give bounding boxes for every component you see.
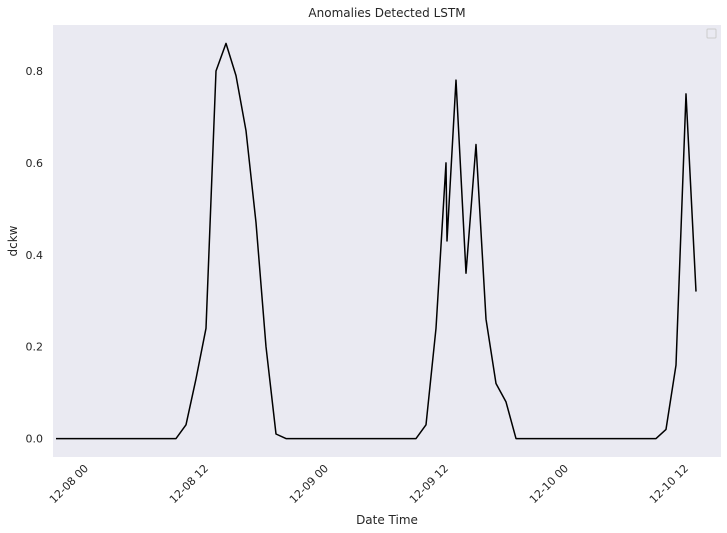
y-tick-label: 0.8 (26, 65, 44, 78)
x-tick-label: 12-10 12 (647, 462, 691, 506)
y-tick-label: 0.6 (26, 157, 44, 170)
legend-box (706, 28, 717, 39)
x-axis-label: Date Time (356, 513, 418, 527)
y-tick-label: 0.0 (26, 433, 44, 446)
y-axis-ticks: 0.0 0.2 0.4 0.6 0.8 (26, 65, 44, 446)
x-tick-label: 12-10 00 (527, 462, 571, 506)
plot-background (53, 25, 721, 457)
y-tick-label: 0.2 (26, 341, 44, 354)
x-tick-label: 12-09 12 (407, 462, 451, 506)
x-tick-label: 12-08 12 (167, 462, 211, 506)
x-tick-label: 12-08 00 (47, 462, 91, 506)
x-axis-ticks: 12-08 00 12-08 12 12-09 00 12-09 12 12-10 00… (47, 462, 691, 506)
y-tick-label: 0.4 (26, 249, 44, 262)
chart-title: Anomalies Detected LSTM (308, 6, 465, 20)
y-axis-label: dckw (6, 225, 20, 256)
x-tick-label: 12-09 00 (287, 462, 331, 506)
series-line (56, 42, 697, 440)
